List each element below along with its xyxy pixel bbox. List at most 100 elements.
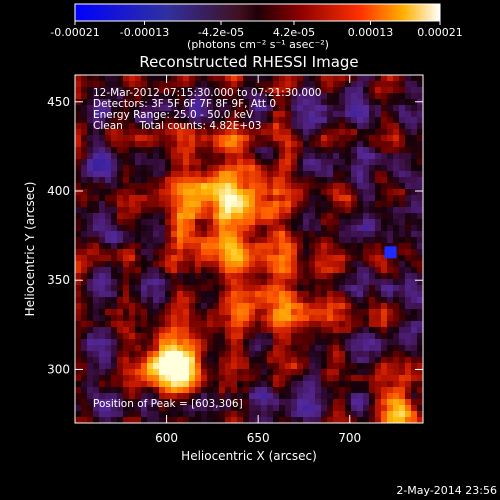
heatmap-cell [309, 279, 316, 286]
heatmap-cell [201, 399, 208, 406]
heatmap-cell [249, 141, 256, 148]
heatmap-cell [135, 321, 142, 328]
heatmap-cell [309, 159, 316, 166]
heatmap-cell [207, 243, 214, 250]
heatmap-cell [147, 393, 154, 400]
heatmap-cell [177, 213, 184, 220]
heatmap-cell [327, 369, 334, 376]
heatmap-cell [405, 285, 412, 292]
heatmap-cell [189, 411, 196, 418]
heatmap-cell [129, 237, 136, 244]
heatmap-cell [255, 321, 262, 328]
heatmap-cell [237, 255, 244, 262]
heatmap-cell [327, 417, 334, 423]
heatmap-cell [117, 357, 124, 364]
heatmap-cell [387, 213, 394, 220]
heatmap-cell [177, 357, 184, 364]
heatmap-cell [243, 123, 250, 130]
heatmap-cell [207, 279, 214, 286]
heatmap-cell [195, 183, 202, 190]
heatmap-cell [417, 375, 423, 382]
heatmap-cell [363, 75, 370, 82]
heatmap-cell [279, 363, 286, 370]
heatmap-cell [177, 387, 184, 394]
heatmap-cell [237, 285, 244, 292]
heatmap-cell [243, 411, 250, 418]
heatmap-cell [93, 177, 100, 184]
heatmap-cell [165, 213, 172, 220]
heatmap-cell [381, 195, 388, 202]
heatmap-cell [123, 363, 130, 370]
heatmap-cell [81, 285, 88, 292]
heatmap-cell [411, 285, 418, 292]
heatmap-cell [225, 129, 232, 136]
heatmap-cell [135, 81, 142, 88]
heatmap-cell [393, 93, 400, 100]
heatmap-cell [291, 105, 298, 112]
heatmap-cell [219, 147, 226, 154]
heatmap-cell [135, 357, 142, 364]
heatmap-cell [345, 183, 352, 190]
heatmap-cell [111, 309, 118, 316]
heatmap-cell [309, 267, 316, 274]
heatmap-cell [369, 381, 376, 388]
heatmap-cell [315, 261, 322, 268]
heatmap-cell [183, 291, 190, 298]
heatmap-cell [99, 351, 106, 358]
heatmap-cell [285, 303, 292, 310]
heatmap-cell [387, 111, 394, 118]
heatmap-cell [135, 375, 142, 382]
heatmap-cell [381, 105, 388, 112]
heatmap-cell [111, 381, 118, 388]
heatmap-cell [177, 201, 184, 208]
heatmap-cell [147, 255, 154, 262]
heatmap-cell [195, 195, 202, 202]
heatmap-cell [309, 213, 316, 220]
heatmap-cell [243, 273, 250, 280]
heatmap-cell [363, 375, 370, 382]
heatmap-cell [333, 75, 340, 82]
heatmap-cell [117, 177, 124, 184]
heatmap-cell [183, 363, 190, 370]
heatmap-cell [189, 345, 196, 352]
heatmap-cell [105, 411, 112, 418]
heatmap-cell [309, 207, 316, 214]
heatmap-cell [243, 213, 250, 220]
heatmap-cell [375, 213, 382, 220]
heatmap-cell [135, 231, 142, 238]
heatmap-cell [135, 249, 142, 256]
plot-frame [74, 74, 424, 424]
heatmap-cell [309, 231, 316, 238]
heatmap-cell [381, 93, 388, 100]
heatmap-cell [201, 177, 208, 184]
heatmap-cell [339, 117, 346, 124]
heatmap-cell [147, 399, 154, 406]
heatmap-cell [135, 147, 142, 154]
heatmap-cell [105, 171, 112, 178]
heatmap-cell [345, 375, 352, 382]
heatmap-cell [117, 297, 124, 304]
heatmap-cell [417, 249, 423, 256]
heatmap-cell [381, 417, 388, 423]
heatmap-cell [411, 231, 418, 238]
heatmap-cell [417, 201, 423, 208]
image-heatmap [75, 75, 423, 423]
heatmap-cell [243, 141, 250, 148]
heatmap-cell [129, 189, 136, 196]
heatmap-cell [105, 207, 112, 214]
heatmap-cell [93, 345, 100, 352]
heatmap-cell [195, 369, 202, 376]
heatmap-cell [375, 405, 382, 412]
heatmap-cell [189, 207, 196, 214]
heatmap-cell [153, 279, 160, 286]
heatmap-cell [237, 237, 244, 244]
heatmap-cell [213, 147, 220, 154]
heatmap-cell [285, 387, 292, 394]
heatmap-cell [147, 333, 154, 340]
heatmap-cell [405, 339, 412, 346]
heatmap-cell [243, 375, 250, 382]
heatmap-cell [189, 225, 196, 232]
heatmap-cell [117, 363, 124, 370]
heatmap-cell [135, 327, 142, 334]
heatmap-cell [129, 249, 136, 256]
